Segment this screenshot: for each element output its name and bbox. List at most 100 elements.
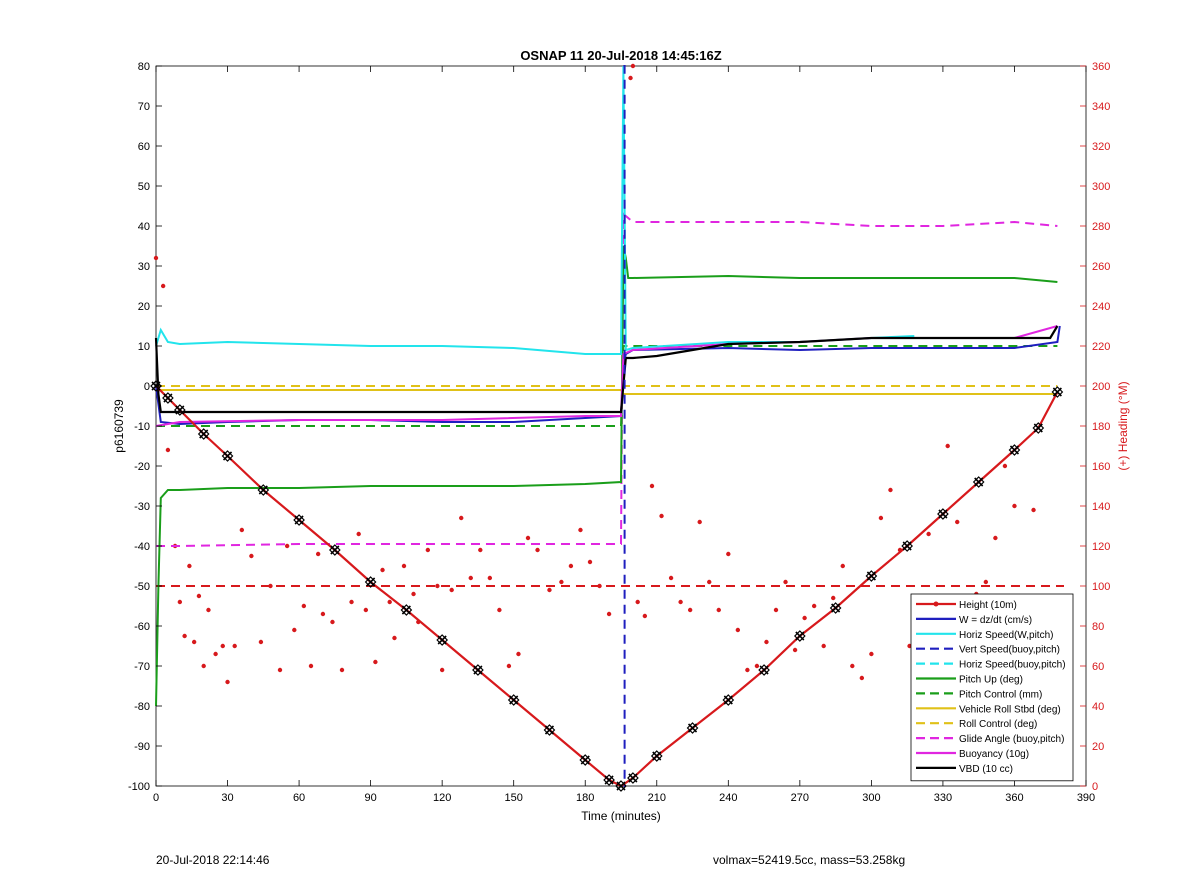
heading-point <box>363 607 369 613</box>
y-tick-label-right: 0 <box>1092 781 1098 793</box>
y-tick-label-left: 30 <box>138 261 150 273</box>
height-marker-diamond <box>758 664 770 676</box>
heading-point <box>606 611 612 617</box>
height-marker-diamond <box>650 750 663 762</box>
y-tick-label-right: 320 <box>1092 141 1110 153</box>
x-tick-label: 210 <box>648 792 666 804</box>
heading-point <box>792 647 798 653</box>
legend-marker <box>933 601 939 607</box>
y-tick-label-left: -20 <box>134 461 150 473</box>
heading-point <box>630 63 636 69</box>
height-marker-diamond <box>579 754 592 766</box>
height-marker-diamond <box>436 634 449 646</box>
y-tick-label-left: 40 <box>138 221 150 233</box>
height-marker-diamond <box>364 576 377 588</box>
heading-point <box>587 559 593 565</box>
heading-point <box>642 613 648 619</box>
legend-label: Glide Angle (buoy,pitch) <box>959 734 1064 745</box>
heading-point <box>187 563 192 569</box>
height-marker-diamond <box>293 514 305 526</box>
legend: Height (10m) W = dz/dt (cm/s) Horiz Speed(… <box>910 593 1074 782</box>
heading-point <box>339 667 345 673</box>
heading-point <box>284 543 290 549</box>
heading-point <box>516 651 521 657</box>
y-tick-label-left: 50 <box>138 181 150 193</box>
heading-point <box>659 513 664 519</box>
heading-point <box>497 607 502 613</box>
heading-point <box>878 515 884 521</box>
x-tick-label: 30 <box>221 792 233 804</box>
heading-point <box>206 607 211 613</box>
heading-point <box>459 515 464 521</box>
heading-point <box>754 663 760 669</box>
series-horiz-speed-w-pitch- <box>155 65 915 355</box>
y-tick-label-left: 60 <box>138 141 150 153</box>
x-tick-label: 150 <box>505 792 523 804</box>
heading-point <box>559 579 564 585</box>
heading-point <box>177 599 183 605</box>
height-marker-diamond <box>829 602 842 614</box>
heading-point <box>547 587 552 593</box>
y-tick-label-right: 200 <box>1092 381 1110 393</box>
legend-label: Horiz Speed(W,pitch) <box>959 630 1053 641</box>
heading-point <box>380 567 385 573</box>
height-marker-diamond <box>722 694 735 706</box>
heading-point <box>707 579 712 585</box>
heading-point <box>153 255 159 261</box>
y-tick-label-right: 220 <box>1092 341 1110 353</box>
heading-point <box>993 535 998 541</box>
x-tick-label: 60 <box>293 792 305 804</box>
heading-point <box>945 443 950 449</box>
heading-point <box>213 651 218 657</box>
y-tick-label-left: -60 <box>134 621 150 633</box>
height-marker-diamond <box>901 540 914 552</box>
legend-label: Buoyancy (10g) <box>959 749 1029 760</box>
heading-point <box>578 527 583 533</box>
heading-point <box>425 547 431 553</box>
heading-point <box>687 607 693 613</box>
y-tick-label-right: 360 <box>1092 61 1110 73</box>
series-pitch-control-mm- <box>156 345 1058 427</box>
series-pitch-up-deg- <box>155 245 1058 707</box>
height-marker-diamond <box>615 780 627 792</box>
height-marker-diamond <box>865 570 878 582</box>
heading-point <box>330 619 335 625</box>
heading-point <box>468 575 473 581</box>
y-tick-label-left: -10 <box>134 421 150 433</box>
height-marker-diamond <box>1051 386 1064 398</box>
y-tick-label-right: 80 <box>1092 621 1104 633</box>
legend-label: Vert Speed(buoy,pitch) <box>959 645 1060 656</box>
heading-point <box>292 627 297 633</box>
heading-point <box>249 553 254 559</box>
heading-point <box>308 663 314 669</box>
height-marker-diamond <box>328 544 341 556</box>
x-tick-label: 90 <box>364 792 376 804</box>
y-tick-label-right: 20 <box>1092 741 1104 753</box>
y-tick-label-left: -100 <box>128 781 150 793</box>
y-axis-label-right: (+) Heading (°M) <box>1116 381 1130 470</box>
heading-point <box>716 607 721 613</box>
heading-point <box>268 583 273 589</box>
heading-point <box>850 663 855 669</box>
heading-point <box>411 591 416 597</box>
heading-point <box>628 75 633 81</box>
y-tick-label-left: 80 <box>138 61 150 73</box>
height-marker-diamond <box>686 722 699 734</box>
heading-point <box>831 595 836 601</box>
heading-point <box>525 535 531 541</box>
height-marker-diamond <box>603 774 615 786</box>
heading-point <box>635 599 640 605</box>
height-marker-diamond <box>937 508 949 520</box>
heading-point <box>225 679 230 685</box>
y-tick-label-right: 160 <box>1092 461 1110 473</box>
y-axis-label-left: p6160739 <box>112 399 126 453</box>
heading-point <box>487 575 493 581</box>
height-marker-diamond <box>173 404 186 416</box>
height-marker-diamond <box>150 380 162 392</box>
heading-point <box>191 639 197 645</box>
x-tick-label: 300 <box>862 792 880 804</box>
heading-point <box>726 551 731 557</box>
y-tick-label-left: 20 <box>138 301 150 313</box>
height-marker-diamond <box>400 604 413 616</box>
